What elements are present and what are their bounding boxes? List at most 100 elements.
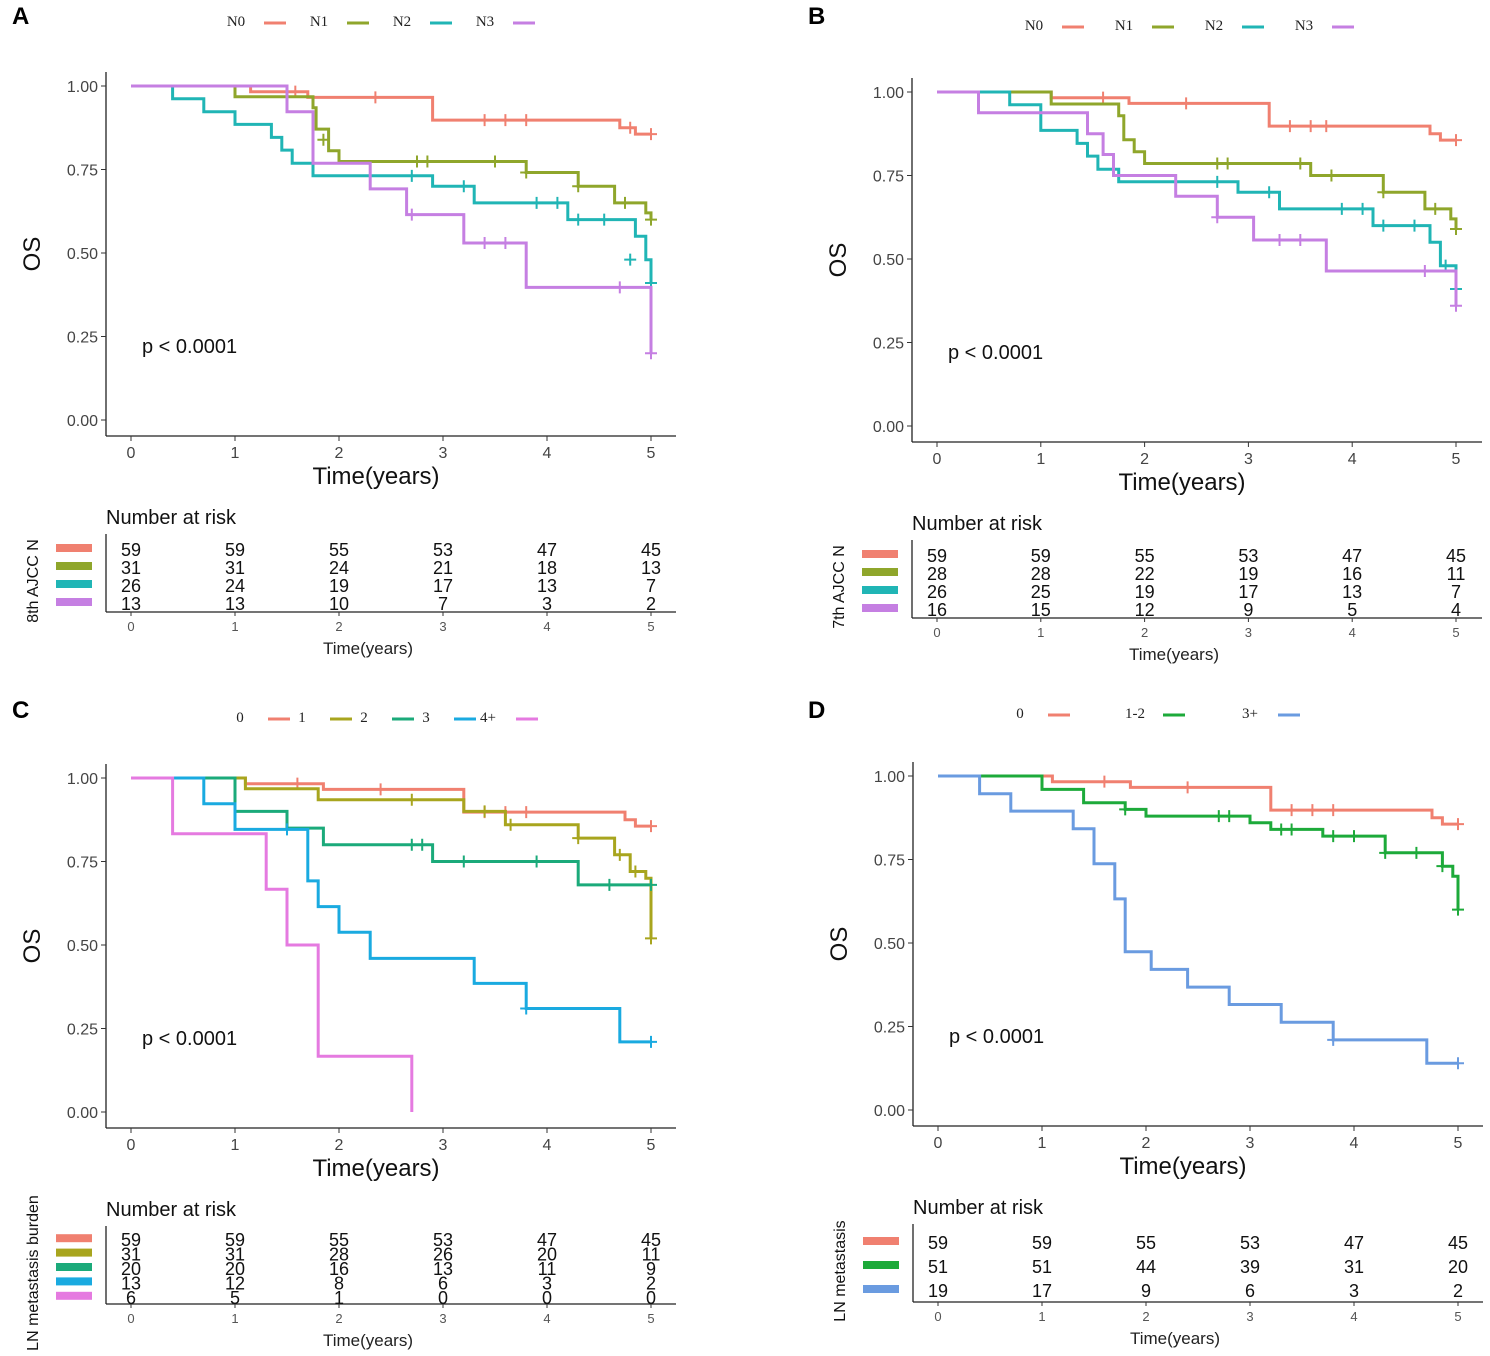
risk-count: 19 <box>928 1281 948 1301</box>
censor-mark <box>1327 804 1340 817</box>
risk-count: 17 <box>433 576 453 596</box>
x-tick-label: 1 <box>1038 1135 1047 1152</box>
series-1-2 <box>938 774 1464 916</box>
risk-strata-swatch <box>862 550 898 558</box>
risk-count: 17 <box>1238 582 1258 602</box>
risk-count: 5 <box>230 1288 240 1308</box>
censor-mark <box>1320 120 1333 133</box>
risk-x-tick-label: 4 <box>543 1311 550 1326</box>
p-value: p < 0.0001 <box>142 1028 237 1050</box>
risk-count: 53 <box>433 540 453 560</box>
censor-mark <box>1450 134 1462 147</box>
risk-count: 47 <box>1344 1233 1364 1253</box>
risk-x-tick-label: 5 <box>647 619 654 634</box>
censor-mark <box>1436 860 1449 873</box>
risk-x-axis-title: Time(years) <box>323 1331 413 1350</box>
y-tick-label: 0.50 <box>873 252 904 269</box>
survival-curve <box>131 84 653 220</box>
x-tick-label: 4 <box>543 445 552 462</box>
legend: N0 N1 N2 N3 <box>227 14 535 30</box>
censor-mark <box>645 128 657 141</box>
risk-count: 19 <box>329 576 349 596</box>
censor-mark <box>499 236 512 249</box>
censor-mark <box>520 114 533 127</box>
y-tick-label: 0.25 <box>874 1020 905 1037</box>
risk-x-axis-title: Time(years) <box>1129 645 1219 664</box>
risk-count: 4 <box>1451 600 1461 620</box>
y-axis-title: OS <box>825 243 852 278</box>
panel-letter: B <box>808 3 825 30</box>
risk-count: 55 <box>329 540 349 560</box>
censor-mark <box>645 1035 657 1048</box>
x-tick-label: 5 <box>647 1137 656 1154</box>
censor-mark <box>645 878 657 891</box>
x-tick-label: 4 <box>1348 451 1357 468</box>
censor-mark <box>489 155 501 168</box>
censor-mark <box>1356 202 1369 215</box>
risk-x-tick-label: 3 <box>439 619 446 634</box>
risk-count: 53 <box>433 1230 453 1250</box>
survival-curve <box>937 90 1456 142</box>
censor-mark <box>1294 157 1307 170</box>
censor-mark <box>1410 846 1423 859</box>
risk-count: 3 <box>542 594 552 614</box>
censor-mark <box>369 91 382 104</box>
x-tick-label: 4 <box>543 1137 552 1154</box>
risk-count: 12 <box>1135 600 1155 620</box>
panel-letter: C <box>12 697 29 724</box>
censor-mark <box>421 155 434 168</box>
survival-curve <box>131 84 653 354</box>
legend-label: 4+ <box>480 710 496 726</box>
survival-curve <box>131 776 651 887</box>
risk-count: 3 <box>542 1273 552 1293</box>
risk-strata-swatch <box>56 1248 92 1257</box>
y-tick-label: 0.00 <box>67 413 98 430</box>
x-tick-label: 2 <box>1140 451 1149 468</box>
risk-strata-title: LN metastasis burden <box>25 1195 42 1351</box>
x-tick-label: 0 <box>127 445 136 462</box>
y-tick-label: 0.00 <box>67 1105 98 1122</box>
risk-count: 2 <box>646 594 656 614</box>
survival-curve <box>131 776 651 1044</box>
risk-x-tick-label: 4 <box>543 619 550 634</box>
x-tick-label: 2 <box>1142 1135 1151 1152</box>
series-N1 <box>131 84 657 226</box>
risk-count: 11 <box>1447 564 1466 584</box>
survival-curve <box>938 774 1458 1065</box>
risk-count: 59 <box>1031 546 1051 566</box>
censor-mark <box>1429 202 1442 215</box>
risk-x-tick-label: 2 <box>335 619 342 634</box>
censor-mark <box>1263 186 1276 199</box>
censor-mark <box>416 838 429 851</box>
risk-count: 55 <box>1135 546 1155 566</box>
censor-mark <box>619 196 631 209</box>
risk-table-title: Number at risk <box>913 1197 1044 1219</box>
panel-c: C 0 1 2 3 4+0.000.250.500.751.000 1 2 3 4 5Time(ye… <box>12 697 676 1351</box>
risk-count: 9 <box>1141 1281 1151 1301</box>
risk-x-tick-label: 5 <box>1452 625 1459 640</box>
censor-mark <box>629 865 642 878</box>
x-tick-label: 2 <box>335 1137 344 1154</box>
risk-x-axis-title: Time(years) <box>1130 1329 1220 1348</box>
censor-mark <box>613 848 626 861</box>
legend: 0 1-2 3+ <box>1016 706 1300 722</box>
survival-curve <box>131 84 651 136</box>
p-value: p < 0.0001 <box>949 1026 1044 1048</box>
risk-strata-swatch <box>862 604 898 612</box>
series-N2 <box>937 90 1462 296</box>
survival-curve <box>131 84 653 284</box>
censor-mark <box>645 820 657 833</box>
risk-x-tick-label: 4 <box>1350 1309 1357 1324</box>
risk-x-tick-label: 0 <box>127 619 134 634</box>
risk-count: 20 <box>537 1245 557 1265</box>
risk-strata-swatch <box>56 1234 92 1243</box>
y-tick-label: 0.25 <box>67 330 98 347</box>
risk-count: 55 <box>329 1230 349 1250</box>
censor-mark <box>281 823 293 836</box>
risk-count: 59 <box>225 540 245 560</box>
survival-curve <box>131 776 653 939</box>
censor-mark <box>478 114 491 127</box>
risk-strata-title: LN metastasis <box>832 1220 849 1321</box>
censor-mark <box>530 855 543 868</box>
